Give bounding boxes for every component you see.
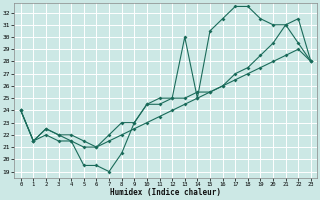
X-axis label: Humidex (Indice chaleur): Humidex (Indice chaleur)	[110, 188, 221, 197]
